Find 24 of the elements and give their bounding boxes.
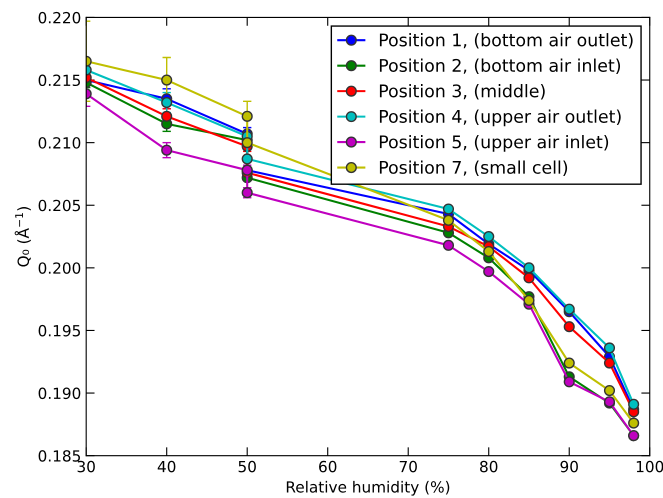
x-tick-label: 80 bbox=[480, 460, 498, 472]
legend-label: Position 4, (upper air outlet) bbox=[380, 110, 621, 126]
legend-label: Position 1, (bottom air outlet) bbox=[380, 33, 633, 49]
legend-label: Position 7, (small cell) bbox=[380, 160, 568, 176]
x-tick-label: 100 bbox=[636, 460, 663, 472]
x-tick-label: 50 bbox=[238, 460, 256, 472]
x-tick-label: 70 bbox=[400, 460, 417, 472]
x-tick-label: 60 bbox=[319, 460, 336, 472]
y-tick-label: 0.205 bbox=[38, 200, 80, 212]
legend-label: Position 2, (bottom air inlet) bbox=[380, 58, 620, 74]
legend-label: Position 5, (upper air inlet) bbox=[380, 134, 608, 152]
x-tick-label: 40 bbox=[158, 460, 176, 472]
x-tick-label: 30 bbox=[78, 460, 95, 472]
y-tick-label: 0.190 bbox=[38, 388, 80, 400]
y-axis-title: Q₀ (Å$^{−1}$) bbox=[14, 207, 31, 267]
y-tick-label: 0.185 bbox=[38, 450, 80, 462]
legend-label: Position 3, (middle) bbox=[380, 84, 545, 100]
y-tick-label: 0.200 bbox=[38, 262, 80, 274]
y-tick-label: 0.210 bbox=[38, 137, 80, 149]
y-tick-label: 0.195 bbox=[38, 324, 80, 336]
x-tick-label: 90 bbox=[560, 460, 578, 472]
y-tick-label: 0.220 bbox=[38, 12, 80, 24]
x-axis-title: Relative humidity (%) bbox=[286, 480, 450, 496]
y-tick-label: 0.215 bbox=[38, 74, 80, 86]
